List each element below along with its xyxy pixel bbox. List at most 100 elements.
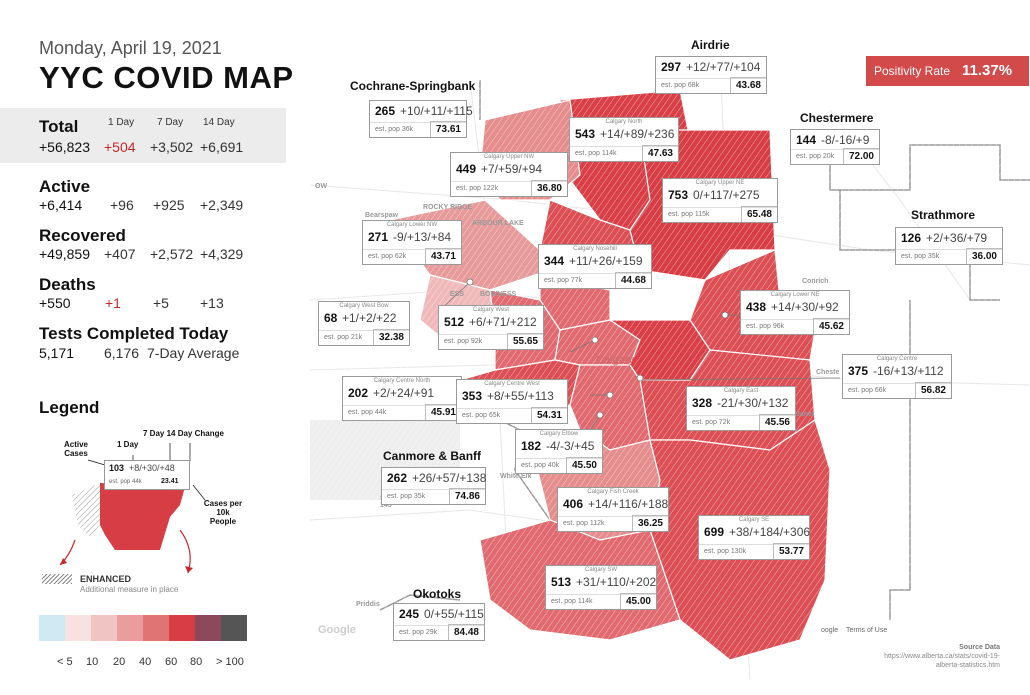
region-population: est. pop 44k bbox=[348, 409, 387, 416]
color-scale bbox=[39, 615, 247, 641]
scale-swatch bbox=[65, 615, 91, 641]
region-divider bbox=[439, 334, 543, 335]
total-row bbox=[0, 108, 286, 163]
deaths-1day: +1 bbox=[105, 295, 121, 311]
region-rate-per-10k: 45.62 bbox=[812, 318, 849, 334]
region-change: +14/+116/+188 bbox=[588, 497, 669, 511]
region-rate-per-10k: 45.91 bbox=[424, 404, 461, 420]
place-label: Priddis bbox=[356, 601, 380, 608]
recovered-14day: +4,329 bbox=[200, 246, 244, 262]
scale-label: < 5 bbox=[57, 656, 73, 668]
tests-avg-label: 7-Day Average bbox=[147, 345, 240, 361]
region-population: est. pop 21k bbox=[324, 334, 363, 341]
enhanced-sub: Additional measure in place bbox=[80, 585, 179, 594]
region-name: Calgary West Bow bbox=[339, 303, 389, 309]
region-box-strathmore: 126 +2/+36/+79 est. pop 35k 36.00 bbox=[895, 227, 1003, 265]
region-divider bbox=[370, 122, 466, 123]
source-url[interactable]: https://www.alberta.ca/stats/covid-19-al… bbox=[884, 653, 1000, 670]
region-change: +11/+26/+159 bbox=[569, 254, 643, 268]
region-active-cases: 68 bbox=[324, 311, 338, 325]
region-active-cases: 375 bbox=[848, 364, 869, 378]
region-change: -8/-16/+9 bbox=[821, 133, 870, 147]
region-active-cases: 262 bbox=[387, 471, 408, 485]
enhanced-label: ENHANCED bbox=[80, 574, 132, 584]
active-14day: +2,349 bbox=[200, 197, 244, 213]
positivity-label: Positivity Rate bbox=[874, 64, 951, 78]
recovered-value: +49,859 bbox=[39, 246, 90, 262]
source-label: Source Data bbox=[959, 644, 1000, 651]
region-box-nosehill: Calgary Nosehill 344 +11/+26/+159 est. pop … bbox=[538, 244, 652, 289]
scale-swatch bbox=[117, 615, 143, 641]
region-divider bbox=[843, 383, 951, 384]
legend-red-shape bbox=[100, 483, 185, 550]
place-label: Calgary bbox=[596, 354, 634, 366]
region-divider bbox=[319, 330, 409, 331]
positivity-value: 11.37% bbox=[962, 62, 1013, 79]
region-divider bbox=[457, 408, 567, 409]
summary-panel: Monday, April 19, 2021 YYC COVID MAP Tot… bbox=[0, 0, 300, 695]
region-box-lowernw: Calgary Lower NW 271 -9/+13/+84 est. pop 62… bbox=[362, 220, 462, 265]
legend-title: Legend bbox=[39, 398, 100, 417]
region-divider bbox=[539, 273, 651, 274]
region-divider bbox=[896, 249, 1002, 250]
legend-active-cases-label: Active Cases bbox=[63, 440, 88, 458]
deaths-label: Deaths bbox=[39, 275, 96, 294]
active-1day: +96 bbox=[110, 197, 134, 213]
scale-swatch bbox=[143, 615, 169, 641]
region-population: est. pop 130k bbox=[704, 548, 747, 555]
region-box-north: Calgary North 543 +14/+89/+236 est. pop 114… bbox=[569, 117, 679, 162]
region-name: Calgary SE bbox=[738, 517, 770, 523]
region-box-chestermere: 144 -8/-16/+9 est. pop 20k 72.00 bbox=[790, 129, 880, 165]
region-population: est. pop 77k bbox=[544, 277, 583, 284]
region-change: +31/+110/+202 bbox=[576, 575, 657, 589]
region-rate-per-10k: 47.63 bbox=[641, 145, 678, 161]
total-14day: +6,691 bbox=[200, 139, 244, 155]
legend-per10k-label: Cases per 10k People bbox=[203, 499, 243, 526]
region-rate-per-10k: 56.82 bbox=[914, 382, 951, 398]
region-change: +1/+2/+22 bbox=[342, 311, 397, 325]
region-rate-per-10k: 55.65 bbox=[506, 333, 543, 349]
region-box-cochrane: 265 +10/+11/+115 est. pop 36k 73.61 bbox=[369, 100, 473, 138]
region-box-sw: Calgary SW 513 +31/+110/+202 est. pop 114k 4… bbox=[545, 565, 657, 610]
place-label: Bearspaw bbox=[365, 212, 399, 219]
terms-link[interactable]: Terms of Use bbox=[846, 627, 888, 634]
region-population: est. pop 122k bbox=[456, 185, 499, 192]
region-population: est. pop 36k bbox=[375, 126, 414, 133]
region-box-west: Calgary West 512 +6/+71/+212 est. pop 92k 55… bbox=[438, 305, 544, 350]
region-divider bbox=[363, 249, 461, 250]
region-population: est. pop 114k bbox=[551, 598, 593, 605]
region-population: est. pop 35k bbox=[901, 253, 940, 260]
region-change: +14/+89/+236 bbox=[600, 127, 675, 141]
region-change: +8/+55/+113 bbox=[487, 389, 554, 403]
region-box-canmore: 262 +26/+57/+138 est. pop 35k 74.86 bbox=[381, 467, 486, 505]
title-airdrie: Airdrie bbox=[691, 38, 730, 52]
place-label: ROCKY RIDGE bbox=[423, 204, 473, 211]
place-label: BOWNESS bbox=[480, 291, 517, 298]
scale-swatch bbox=[169, 615, 195, 641]
recovered-1day: +407 bbox=[104, 246, 136, 262]
scale-swatch bbox=[91, 615, 117, 641]
recovered-7day: +2,572 bbox=[150, 246, 194, 262]
google-logo: Google bbox=[318, 624, 356, 636]
region-change: +38/+184/+306 bbox=[729, 525, 811, 539]
region-rate-per-10k: 36.00 bbox=[965, 248, 1002, 264]
region-active-cases: 344 bbox=[544, 254, 565, 268]
place-label: Conrich bbox=[802, 278, 829, 285]
region-divider bbox=[382, 489, 485, 490]
region-name: Calgary Centre bbox=[876, 356, 918, 362]
scale-label: > 100 bbox=[216, 656, 244, 668]
region-population: est. pop 112k bbox=[563, 520, 605, 527]
recovered-label: Recovered bbox=[39, 226, 126, 245]
legend-1day-label: 1 Day bbox=[117, 440, 139, 449]
region-name: Calgary SW bbox=[584, 567, 617, 573]
scale-swatch bbox=[39, 615, 65, 641]
region-active-cases: 513 bbox=[551, 575, 572, 589]
scale-label: 20 bbox=[113, 656, 126, 668]
place-label: ARBOUR LAKE bbox=[472, 220, 524, 227]
scale-label: 40 bbox=[139, 656, 152, 668]
region-population: est. pop 96k bbox=[746, 323, 785, 330]
title-chestermere: Chestermere bbox=[800, 111, 874, 125]
region-name: Calgary North bbox=[605, 119, 643, 125]
enhanced-swatch bbox=[42, 574, 72, 584]
region-divider bbox=[791, 149, 879, 150]
